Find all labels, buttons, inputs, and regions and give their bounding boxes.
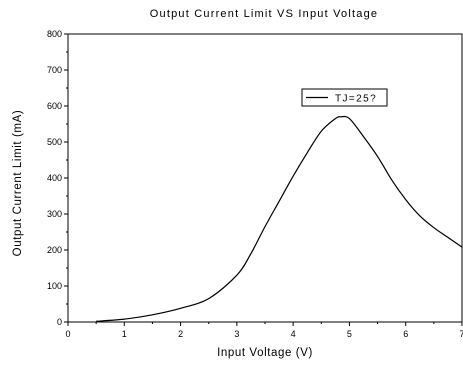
y-axis: 0 100 200 300 400 500 600 700 800 bbox=[47, 29, 68, 327]
y-tick-label: 0 bbox=[57, 317, 62, 327]
x-tick-label: 1 bbox=[122, 329, 127, 339]
x-tick-label: 7 bbox=[459, 329, 463, 339]
y-tick-label: 700 bbox=[47, 65, 62, 75]
y-axis-label: Output Current Limit (mA) bbox=[12, 110, 24, 257]
x-axis-label: Input Voltage (V) bbox=[217, 347, 313, 359]
x-tick-label: 2 bbox=[178, 329, 183, 339]
legend: TJ=25? bbox=[301, 88, 388, 107]
x-tick-label: 5 bbox=[347, 329, 352, 339]
series-layer bbox=[96, 115, 463, 322]
series-line bbox=[96, 115, 463, 322]
legend-box bbox=[301, 88, 388, 107]
y-tick-label: 500 bbox=[47, 137, 62, 147]
y-tick-label: 800 bbox=[47, 29, 62, 39]
x-tick-label: 0 bbox=[65, 329, 70, 339]
x-tick-label: 3 bbox=[234, 329, 239, 339]
x-tick-label: 4 bbox=[291, 329, 296, 339]
y-tick-label: 200 bbox=[47, 245, 62, 255]
plot-frame bbox=[67, 33, 463, 323]
y-tick-label: 400 bbox=[47, 173, 62, 183]
y-tick-label: 300 bbox=[47, 209, 62, 219]
y-tick-label: 600 bbox=[47, 101, 62, 111]
x-tick-label: 6 bbox=[403, 329, 408, 339]
y-tick-label: 100 bbox=[47, 281, 62, 291]
chart-title: Output Current Limit VS Input Voltage bbox=[150, 8, 378, 20]
x-axis: 0 1 2 3 4 5 6 7 bbox=[65, 322, 463, 339]
legend-label: TJ=25? bbox=[335, 94, 377, 105]
